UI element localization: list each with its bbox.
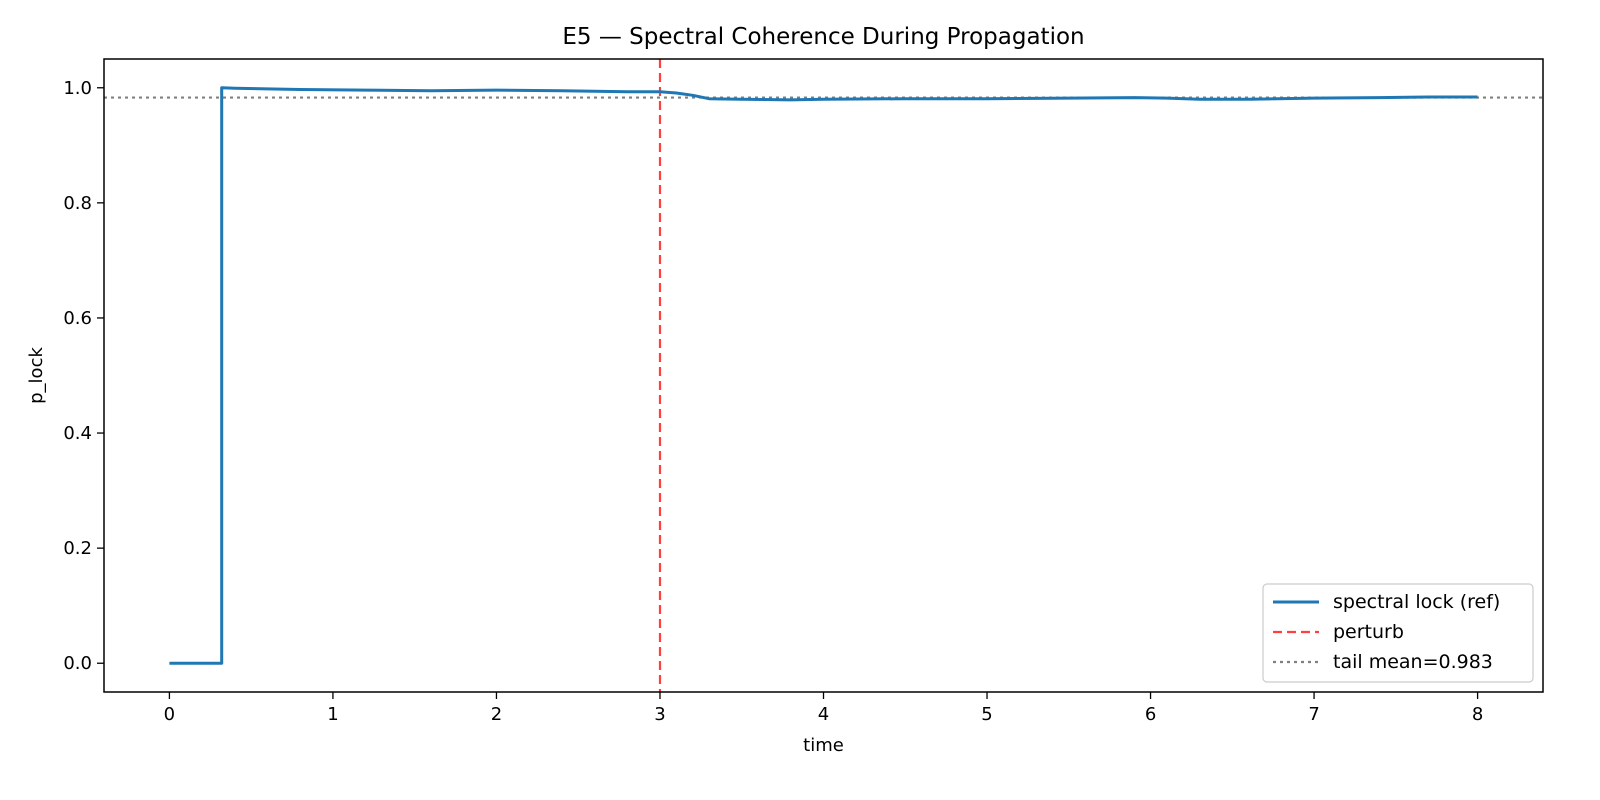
x-tick-label: 2 xyxy=(491,704,502,725)
legend-box xyxy=(1262,583,1534,683)
x-tick-label: 1 xyxy=(327,704,338,725)
legend-label: spectral lock (ref) xyxy=(1333,591,1500,613)
plot-area xyxy=(104,59,1543,692)
legend-label: perturb xyxy=(1333,621,1404,643)
x-axis-ticks: 0 1 2 3 4 5 6 7 8 xyxy=(164,692,1483,725)
x-tick-label: 4 xyxy=(818,704,829,725)
legend: spectral lock (ref) perturb tail mean=0.98… xyxy=(1262,583,1534,683)
y-tick-label: 0.4 xyxy=(63,423,92,444)
series-line xyxy=(169,86,1478,665)
y-axis-label: p_lock xyxy=(26,347,47,404)
x-axis-label: time xyxy=(803,735,844,756)
y-tick-label: 0.2 xyxy=(63,538,92,559)
x-tick-label: 7 xyxy=(1308,704,1319,725)
x-tick-label: 8 xyxy=(1472,704,1483,725)
x-tick-label: 3 xyxy=(654,704,665,725)
chart-title: E5 — Spectral Coherence During Propagati… xyxy=(562,24,1084,50)
y-tick-label: 0.8 xyxy=(63,193,92,214)
x-tick-label: 0 xyxy=(164,704,175,725)
legend-label: tail mean=0.983 xyxy=(1333,651,1493,673)
x-tick-label: 6 xyxy=(1145,704,1156,725)
x-tick-label: 5 xyxy=(981,704,992,725)
y-tick-label: 0.6 xyxy=(63,308,92,329)
y-tick-label: 0.0 xyxy=(63,653,92,674)
y-axis-ticks: 0.0 0.2 0.4 0.6 0.8 1.0 xyxy=(63,78,104,674)
y-tick-label: 1.0 xyxy=(63,78,92,99)
plot-frame xyxy=(103,58,1544,693)
